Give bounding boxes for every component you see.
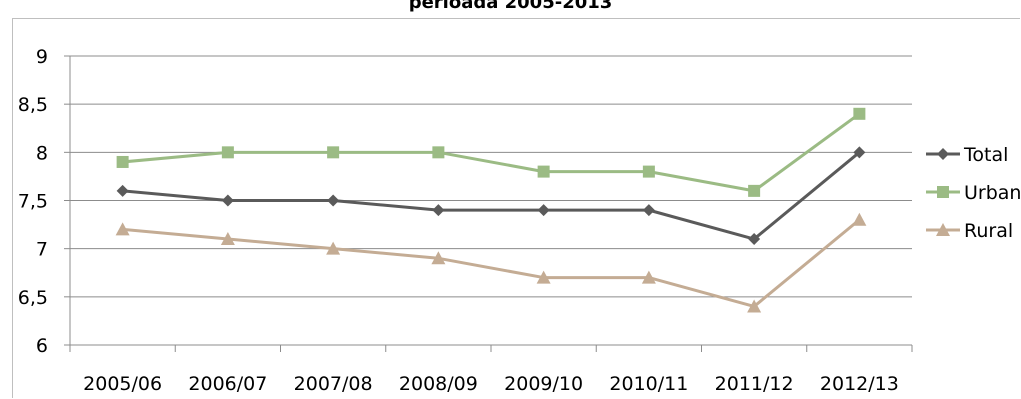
y-tick-label: 7,5 bbox=[18, 191, 48, 213]
data-point-total bbox=[327, 194, 340, 207]
data-point-total bbox=[642, 204, 655, 217]
x-tick-label: 2010/11 bbox=[609, 373, 688, 395]
chart-title: perioada 2005-2013 bbox=[408, 0, 613, 12]
data-point-rural bbox=[536, 270, 551, 284]
data-point-rural bbox=[115, 222, 130, 236]
data-point-rural bbox=[747, 299, 762, 313]
x-tick-label: 2008/09 bbox=[399, 373, 478, 395]
data-point-rural bbox=[852, 212, 867, 226]
x-tick-label: 2011/12 bbox=[715, 373, 794, 395]
data-point-urban bbox=[221, 146, 234, 159]
data-point-urban bbox=[748, 184, 761, 197]
series-line-urban bbox=[122, 112, 861, 193]
data-point-total bbox=[221, 194, 234, 207]
y-tick-label: 6,5 bbox=[18, 287, 48, 309]
series-line-rural bbox=[122, 218, 861, 308]
y-tick-label: 7 bbox=[36, 239, 48, 261]
y-tick-label: 9 bbox=[36, 46, 48, 68]
data-point-total bbox=[748, 233, 761, 246]
series-line-total bbox=[122, 151, 861, 241]
legend-label-total: Total bbox=[963, 144, 1008, 166]
x-tick-label: 2006/07 bbox=[188, 373, 267, 395]
legend-marker-rural bbox=[936, 223, 950, 236]
y-tick-label: 6 bbox=[36, 335, 48, 357]
data-point-total bbox=[853, 146, 866, 159]
data-point-rural bbox=[326, 241, 341, 255]
data-point-urban bbox=[853, 107, 866, 120]
data-point-rural bbox=[641, 270, 656, 284]
y-tick-label: 8 bbox=[36, 142, 48, 164]
chart-frame bbox=[12, 18, 1020, 398]
data-point-total bbox=[537, 204, 550, 217]
data-point-total bbox=[432, 204, 445, 217]
legend-label-urban: Urban bbox=[964, 182, 1021, 204]
data-point-rural bbox=[431, 251, 446, 265]
data-point-urban bbox=[537, 165, 550, 178]
data-point-urban bbox=[432, 146, 445, 159]
legend-marker-urban bbox=[937, 186, 949, 198]
x-tick-label: 2009/10 bbox=[504, 373, 583, 395]
x-tick-label: 2007/08 bbox=[294, 373, 373, 395]
y-tick-label: 8,5 bbox=[18, 94, 48, 116]
data-point-urban bbox=[327, 146, 340, 159]
data-point-urban bbox=[116, 155, 129, 168]
x-tick-label: 2012/13 bbox=[820, 373, 899, 395]
title-clip: perioada 2005-2013 bbox=[0, 0, 1021, 12]
legend-label-rural: Rural bbox=[964, 220, 1013, 242]
data-point-rural bbox=[220, 232, 235, 246]
x-tick-label: 2005/06 bbox=[83, 373, 162, 395]
data-point-total bbox=[116, 184, 129, 197]
data-point-urban bbox=[642, 165, 655, 178]
legend-marker-total bbox=[937, 148, 949, 160]
